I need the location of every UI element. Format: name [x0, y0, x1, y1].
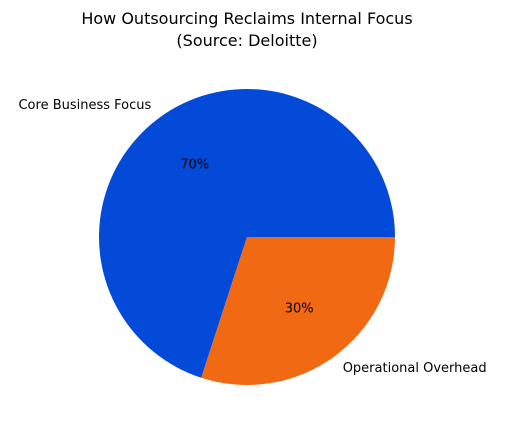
- pie-slice-core-business-focus: [99, 89, 395, 378]
- chart-title-line-2: (Source: Deloitte): [176, 31, 317, 50]
- pie-slices: [99, 89, 395, 385]
- chart-title-line-1: How Outsourcing Reclaims Internal Focus: [81, 9, 412, 28]
- pie-labels: Core Business Focus 70% Operational Overhe…: [18, 98, 486, 376]
- slice-label-core-business-focus: Core Business Focus: [18, 98, 151, 113]
- slice-percent-operational-overhead: 30%: [285, 301, 314, 316]
- slice-percent-core-business-focus: 70%: [180, 158, 209, 173]
- slice-label-operational-overhead: Operational Overhead: [343, 361, 487, 376]
- pie-slice-operational-overhead: [201, 237, 395, 385]
